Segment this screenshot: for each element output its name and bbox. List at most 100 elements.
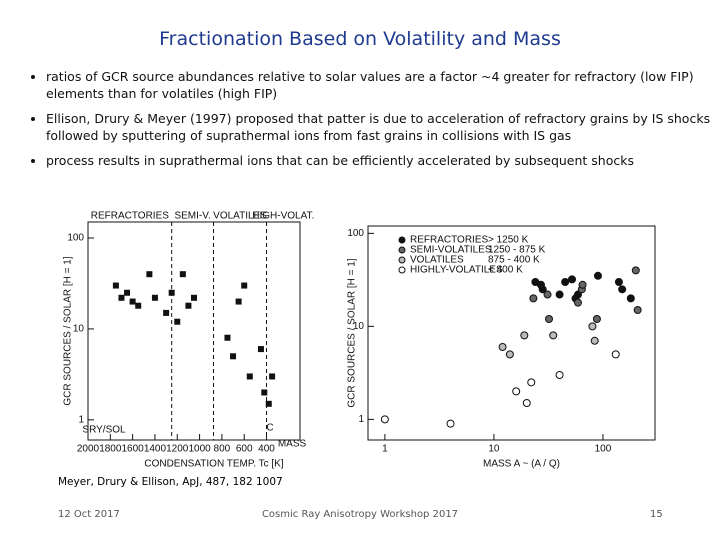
legend-range: > 1250 K bbox=[488, 235, 529, 246]
x-tick-label: 10 bbox=[488, 444, 500, 455]
point bbox=[498, 342, 507, 351]
x-tick-label: 1400 bbox=[144, 444, 167, 455]
point bbox=[146, 271, 153, 278]
section-label: VOLATILES bbox=[213, 211, 267, 222]
legend-range: 875 - 400 K bbox=[488, 255, 540, 266]
point bbox=[241, 282, 248, 289]
point bbox=[230, 353, 237, 360]
x-tick-label: 400 bbox=[258, 444, 275, 455]
point bbox=[261, 389, 268, 396]
legend-label: VOLATILES bbox=[410, 255, 464, 266]
footer-page: 15 bbox=[650, 509, 663, 520]
annotation: SRY/SOL bbox=[82, 425, 126, 436]
x-tick-label: 1600 bbox=[122, 444, 145, 455]
point bbox=[611, 350, 620, 359]
point bbox=[592, 315, 601, 324]
point bbox=[618, 285, 627, 294]
point bbox=[614, 277, 623, 286]
y-tick-label: 100 bbox=[67, 233, 84, 244]
bullet-list: ratios of GCR source abundances relative… bbox=[28, 68, 718, 177]
point bbox=[151, 294, 158, 301]
x-tick-label: 1 bbox=[382, 444, 388, 455]
point bbox=[380, 415, 389, 424]
section-label: SEMI-V. bbox=[174, 211, 210, 222]
point bbox=[446, 419, 455, 428]
x-tick-label: 1200 bbox=[166, 444, 189, 455]
legend-range: 1250 - 875 K bbox=[488, 245, 546, 256]
legend-label: SEMI-VOLATILES bbox=[410, 245, 492, 256]
legend-marker bbox=[398, 266, 406, 274]
point bbox=[522, 398, 531, 407]
legend-marker bbox=[398, 236, 406, 244]
y-tick-label: 10 bbox=[353, 321, 365, 332]
point bbox=[257, 346, 264, 353]
x-tick-label: 2000 bbox=[77, 444, 100, 455]
point bbox=[588, 322, 597, 331]
x-tick-label: 600 bbox=[236, 444, 253, 455]
legend-range: < 400 K bbox=[488, 265, 523, 276]
bullet: process results in suprathermal ions tha… bbox=[46, 152, 718, 169]
point bbox=[545, 315, 554, 324]
point bbox=[185, 302, 192, 309]
point bbox=[529, 294, 538, 303]
point bbox=[269, 373, 276, 380]
point bbox=[573, 298, 582, 307]
legend-marker bbox=[398, 256, 406, 264]
point bbox=[543, 290, 552, 299]
point bbox=[505, 350, 514, 359]
y-axis-label: GCR SOURCES / SOLAR [H = 1] bbox=[347, 258, 358, 407]
plot-frame bbox=[87, 221, 301, 441]
citation: Meyer, Drury & Ellison, ApJ, 487, 182 10… bbox=[58, 476, 283, 488]
bullet: Ellison, Drury & Meyer (1997) proposed t… bbox=[46, 110, 718, 144]
x-axis-label: CONDENSATION TEMP. Tc [K] bbox=[144, 459, 284, 470]
point bbox=[246, 373, 253, 380]
x-tick-label: 1000 bbox=[188, 444, 211, 455]
plot-frame bbox=[367, 225, 656, 441]
point bbox=[179, 271, 186, 278]
point bbox=[633, 305, 642, 314]
section-label: REFRACTORIES bbox=[91, 211, 169, 222]
annotation: MASS bbox=[278, 439, 307, 450]
footer-event: Cosmic Ray Anisotropy Workshop 2017 bbox=[261, 509, 459, 520]
point bbox=[568, 275, 577, 284]
point bbox=[578, 280, 587, 289]
point bbox=[631, 266, 640, 275]
point bbox=[129, 298, 136, 305]
point bbox=[191, 294, 197, 301]
point bbox=[512, 387, 521, 396]
x-tick-label: 800 bbox=[214, 444, 231, 455]
legend-label: HIGHLY-VOLATILES bbox=[410, 265, 503, 276]
point bbox=[265, 400, 272, 407]
y-tick-label: 1 bbox=[78, 414, 84, 425]
point bbox=[555, 370, 564, 379]
legend-label: REFRACTORIES bbox=[410, 235, 488, 246]
y-axis-label: GCR SOURCES / SOLAR [H = 1] bbox=[63, 256, 74, 405]
point bbox=[520, 331, 529, 340]
point bbox=[549, 331, 558, 340]
point bbox=[590, 336, 599, 345]
legend-marker bbox=[398, 246, 406, 254]
y-tick-label: 10 bbox=[73, 324, 85, 335]
annotation: C bbox=[266, 423, 273, 434]
point bbox=[224, 334, 231, 341]
point bbox=[527, 378, 536, 387]
y-tick-label: 100 bbox=[347, 228, 364, 239]
point bbox=[555, 290, 564, 299]
point bbox=[626, 294, 635, 303]
bullet: ratios of GCR source abundances relative… bbox=[46, 68, 718, 102]
section-label: HIGH-VOLAT. bbox=[252, 211, 314, 222]
x-axis-label: MASS A ~ (A / Q) bbox=[483, 459, 560, 470]
point bbox=[168, 289, 175, 296]
point bbox=[118, 294, 125, 301]
point bbox=[561, 277, 570, 286]
footer-date: 12 Oct 2017 bbox=[58, 509, 120, 520]
x-tick-label: 1800 bbox=[99, 444, 122, 455]
x-tick-label: 100 bbox=[595, 444, 612, 455]
point bbox=[163, 309, 170, 316]
point bbox=[112, 282, 119, 289]
point bbox=[593, 271, 602, 280]
point bbox=[174, 318, 181, 325]
point bbox=[235, 298, 242, 305]
